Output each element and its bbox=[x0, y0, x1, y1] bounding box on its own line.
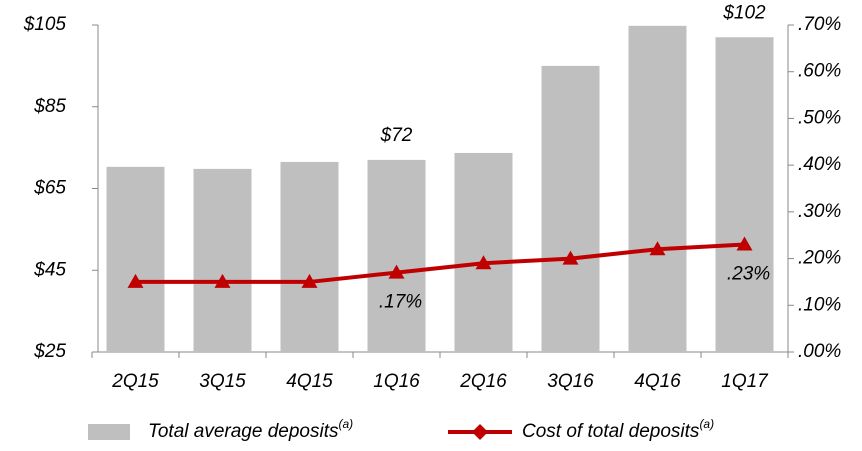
bar bbox=[367, 159, 426, 352]
bar bbox=[541, 65, 600, 352]
y-tick-label: $65 bbox=[33, 178, 66, 199]
y2-tick-label: .40% bbox=[798, 154, 841, 175]
x-tick-label: 2Q15 bbox=[111, 371, 159, 392]
x-tick-label: 4Q16 bbox=[634, 371, 681, 392]
y-tick-label: $85 bbox=[33, 96, 66, 117]
line-marker bbox=[475, 255, 492, 270]
y2-tick-label: .00% bbox=[798, 341, 841, 362]
legend-name: Total average deposits bbox=[148, 421, 339, 442]
legend-label: Cost of total deposits(a) bbox=[522, 417, 714, 442]
y-tick-label: $25 bbox=[33, 341, 66, 362]
bar-value-label: $102 bbox=[722, 2, 766, 23]
x-tick-label: 3Q15 bbox=[199, 371, 246, 392]
legend-label: Total average deposits(a) bbox=[148, 417, 353, 442]
y2-tick-label: .30% bbox=[798, 201, 841, 222]
legend-note: (a) bbox=[338, 417, 353, 431]
bar bbox=[106, 166, 165, 352]
line-marker bbox=[388, 264, 405, 279]
bar bbox=[628, 25, 687, 352]
legend-name: Cost of total deposits bbox=[522, 421, 700, 442]
x-tick-label: 4Q15 bbox=[286, 371, 333, 392]
legend-note: (a) bbox=[699, 417, 714, 431]
x-tick-label: 1Q17 bbox=[721, 371, 769, 392]
legend-marker bbox=[472, 424, 488, 440]
line-marker bbox=[214, 273, 231, 288]
line-value-label: .23% bbox=[727, 264, 770, 285]
line-marker bbox=[736, 236, 753, 251]
bar bbox=[715, 37, 774, 352]
bar bbox=[193, 168, 252, 352]
line-value-label: .17% bbox=[379, 292, 422, 313]
x-tick-label: 2Q16 bbox=[459, 371, 507, 392]
x-tick-label: 3Q16 bbox=[547, 371, 594, 392]
bar bbox=[454, 152, 513, 352]
bar-value-label: $72 bbox=[380, 125, 413, 146]
line-marker bbox=[127, 273, 144, 288]
bar bbox=[280, 161, 339, 352]
y2-tick-label: .20% bbox=[798, 248, 841, 269]
y2-tick-label: .50% bbox=[798, 107, 841, 128]
line-marker bbox=[301, 273, 318, 288]
line-marker bbox=[649, 241, 666, 256]
y-tick-label: $45 bbox=[33, 259, 66, 280]
y2-tick-label: .10% bbox=[798, 294, 841, 315]
line bbox=[135, 242, 745, 284]
legend-swatch bbox=[88, 424, 130, 440]
y-tick-label: $105 bbox=[23, 14, 67, 35]
line-marker bbox=[562, 250, 579, 265]
x-tick-label: 1Q16 bbox=[373, 371, 420, 392]
y2-tick-label: .70% bbox=[798, 14, 841, 35]
y2-tick-label: .60% bbox=[798, 61, 841, 82]
